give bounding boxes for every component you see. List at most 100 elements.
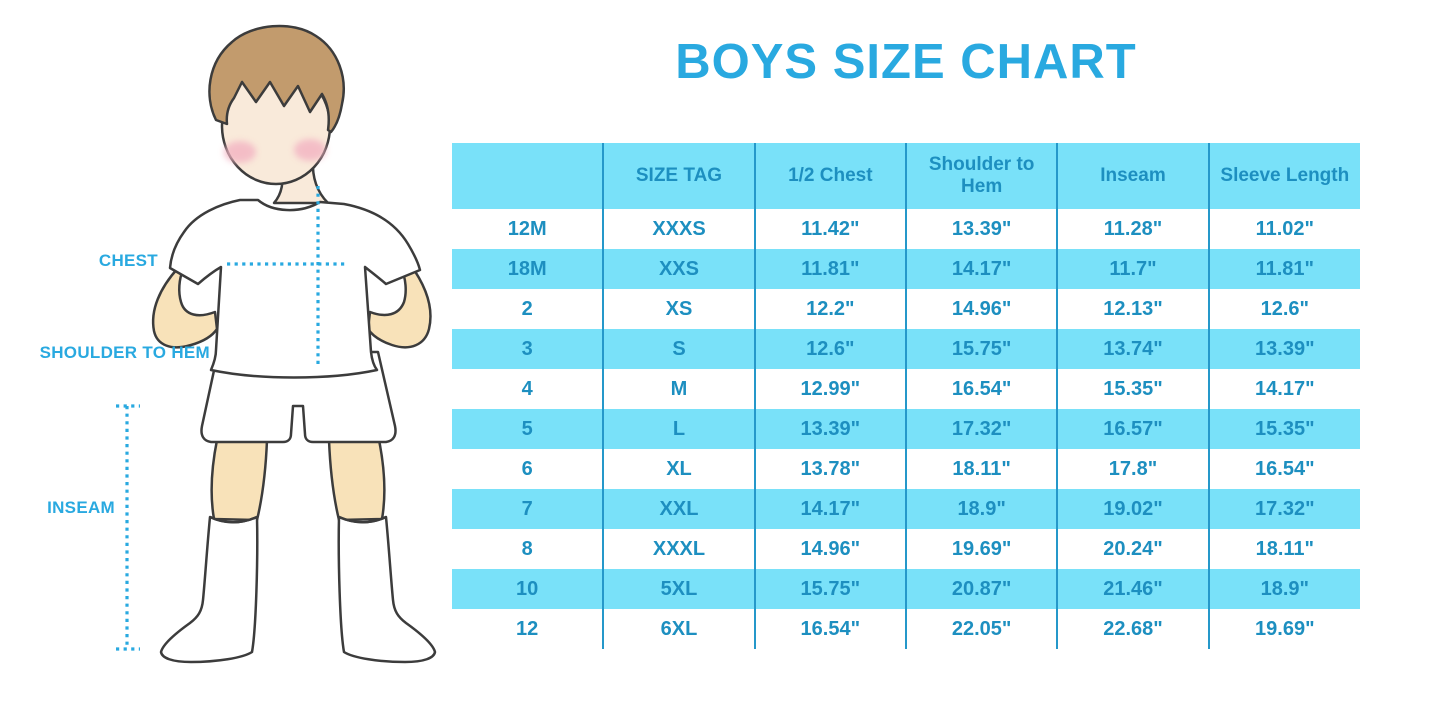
measurement-cell: XS bbox=[602, 289, 755, 329]
measurement-cell: M bbox=[602, 369, 755, 409]
table-row: 5 L 13.39" 17.32" 16.57" 15.35" bbox=[452, 409, 1360, 449]
size-cell: 7 bbox=[452, 489, 604, 529]
table-row: 8 XXXL 14.96" 19.69" 20.24" 18.11" bbox=[452, 529, 1360, 569]
measurement-cell: 13.74" bbox=[1056, 329, 1209, 369]
size-table: SIZE TAG 1/2 Chest Shoulder to Hem Inseam Sl… bbox=[452, 143, 1360, 649]
measurement-cell: 17.32" bbox=[1207, 489, 1360, 529]
size-cell: 10 bbox=[452, 569, 604, 609]
size-table-body: 12M XXXS 11.42" 13.39" 11.28" 11.02" 18M XXS 11.… bbox=[452, 209, 1360, 649]
measurement-cell: 14.96" bbox=[753, 529, 906, 569]
measurement-cell: XXL bbox=[602, 489, 755, 529]
measurement-cell: 13.39" bbox=[904, 209, 1058, 249]
size-table-header: SIZE TAG 1/2 Chest Shoulder to Hem Inseam Sl… bbox=[452, 143, 1360, 209]
measurement-cell: L bbox=[602, 409, 755, 449]
measurement-cell: 15.35" bbox=[1056, 369, 1209, 409]
boy-right-cheek-blush bbox=[294, 139, 326, 161]
measurement-cell: 11.28" bbox=[1056, 209, 1209, 249]
size-cell: 6 bbox=[521, 457, 533, 480]
size-cell: 5 bbox=[452, 409, 604, 449]
measurement-cell: XXXL bbox=[602, 529, 755, 569]
boy-right-leg bbox=[327, 438, 386, 522]
measurement-cell: 14.17" bbox=[753, 489, 906, 529]
measurement-cell: 11.81" bbox=[1207, 249, 1360, 289]
measurement-cell: 14.17" bbox=[1207, 369, 1360, 409]
measurement-cell: 17.32" bbox=[904, 409, 1058, 449]
size-cell: 8 bbox=[521, 537, 533, 560]
measurement-cell: 12.99" bbox=[753, 369, 906, 409]
column-header: Sleeve Length bbox=[1207, 143, 1360, 209]
measurement-cell: 19.69" bbox=[1207, 609, 1360, 649]
measurement-cell: 20.24" bbox=[1056, 529, 1209, 569]
table-row: 6 XL 13.78" 18.11" 17.8" 16.54" bbox=[452, 449, 1360, 489]
boy-left-sock-top bbox=[209, 515, 258, 524]
measurement-cell: 13.39" bbox=[753, 409, 906, 449]
boy-illustration bbox=[116, 24, 437, 664]
size-cell: 18M bbox=[452, 249, 604, 289]
table-row: 3 S 12.6" 15.75" 13.74" 13.39" bbox=[452, 329, 1360, 369]
measurement-cell: 22.68" bbox=[1056, 609, 1209, 649]
measurement-cell: 12.2" bbox=[753, 289, 906, 329]
measurement-cell: 11.02" bbox=[1207, 209, 1360, 249]
measurement-cell: 20.87" bbox=[904, 569, 1058, 609]
label-inseam: INSEAM bbox=[47, 498, 115, 517]
measurement-figure: CHEST SHOULDER TO HEM INSEAM bbox=[0, 0, 452, 723]
measurement-cell: 16.57" bbox=[1056, 409, 1209, 449]
measurement-cell: 15.75" bbox=[753, 569, 906, 609]
column-header: Inseam bbox=[1056, 143, 1209, 209]
measurement-cell: 11.7" bbox=[1056, 249, 1209, 289]
size-cell: 2 bbox=[521, 297, 533, 320]
column-header bbox=[452, 143, 604, 209]
boy-left-cheek-blush bbox=[224, 141, 256, 163]
measurement-cell: 11.81" bbox=[753, 249, 906, 289]
column-header: 1/2 Chest bbox=[753, 143, 906, 209]
boy-right-sock bbox=[337, 515, 437, 664]
size-cell: 12 bbox=[516, 617, 539, 640]
measurement-cell: 13.39" bbox=[1207, 329, 1360, 369]
measurement-cell: 15.75" bbox=[904, 329, 1058, 369]
size-cell: 12M bbox=[507, 217, 547, 240]
boy-left-leg bbox=[210, 438, 269, 522]
table-row: 4 M 12.99" 16.54" 15.35" 14.17" bbox=[452, 369, 1360, 409]
measurement-cell: 13.78" bbox=[753, 449, 906, 489]
boy-right-arm bbox=[366, 262, 432, 349]
table-row: 12 6XL 16.54" 22.05" 22.68" 19.69" bbox=[452, 609, 1360, 649]
measurement-cell: 18.11" bbox=[904, 449, 1058, 489]
measurement-cell: 12.13" bbox=[1056, 289, 1209, 329]
measurement-cell: S bbox=[602, 329, 755, 369]
measurement-cell: 11.42" bbox=[753, 209, 906, 249]
size-cell: 4 bbox=[521, 377, 533, 400]
measurement-cell: 16.54" bbox=[753, 609, 906, 649]
measurement-cell: XXXS bbox=[602, 209, 755, 249]
boy-hair bbox=[208, 24, 345, 134]
measurement-cell: 14.96" bbox=[904, 289, 1058, 329]
measurement-cell: 18.9" bbox=[904, 489, 1058, 529]
header-row: SIZE TAG 1/2 Chest Shoulder to Hem Inseam Sl… bbox=[452, 143, 1360, 209]
label-chest: CHEST bbox=[98, 251, 158, 270]
column-header: SIZE TAG bbox=[602, 143, 755, 209]
measurement-cell: 21.46" bbox=[1056, 569, 1209, 609]
measurement-cell: 12.6" bbox=[753, 329, 906, 369]
boy-shirt bbox=[168, 198, 422, 379]
measurement-cell: 15.35" bbox=[1207, 409, 1360, 449]
measurement-cell: XXS bbox=[602, 249, 755, 289]
measurement-cell: 17.8" bbox=[1056, 449, 1209, 489]
measurement-cell: 16.54" bbox=[904, 369, 1058, 409]
boy-left-sock bbox=[159, 515, 259, 664]
measurement-cell: 22.05" bbox=[904, 609, 1058, 649]
measurement-cell: 18.9" bbox=[1207, 569, 1360, 609]
label-shoulder-to-hem: SHOULDER TO HEM bbox=[39, 343, 210, 362]
measurement-cell: 6XL bbox=[602, 609, 755, 649]
measurement-cell: 19.02" bbox=[1056, 489, 1209, 529]
table-row: 18M XXS 11.81" 14.17" 11.7" 11.81" bbox=[452, 249, 1360, 289]
table-row: 12M XXXS 11.42" 13.39" 11.28" 11.02" bbox=[452, 209, 1360, 249]
table-row: 7 XXL 14.17" 18.9" 19.02" 17.32" bbox=[452, 489, 1360, 529]
measurement-cell: 19.69" bbox=[904, 529, 1058, 569]
table-row: 10 5XL 15.75" 20.87" 21.46" 18.9" bbox=[452, 569, 1360, 609]
measurement-cell: 14.17" bbox=[904, 249, 1058, 289]
measurement-cell: 18.11" bbox=[1207, 529, 1360, 569]
measurement-cell: 12.6" bbox=[1207, 289, 1360, 329]
table-row: 2 XS 12.2" 14.96" 12.13" 12.6" bbox=[452, 289, 1360, 329]
size-cell: 3 bbox=[452, 329, 604, 369]
boy-right-sock-top bbox=[338, 515, 387, 524]
